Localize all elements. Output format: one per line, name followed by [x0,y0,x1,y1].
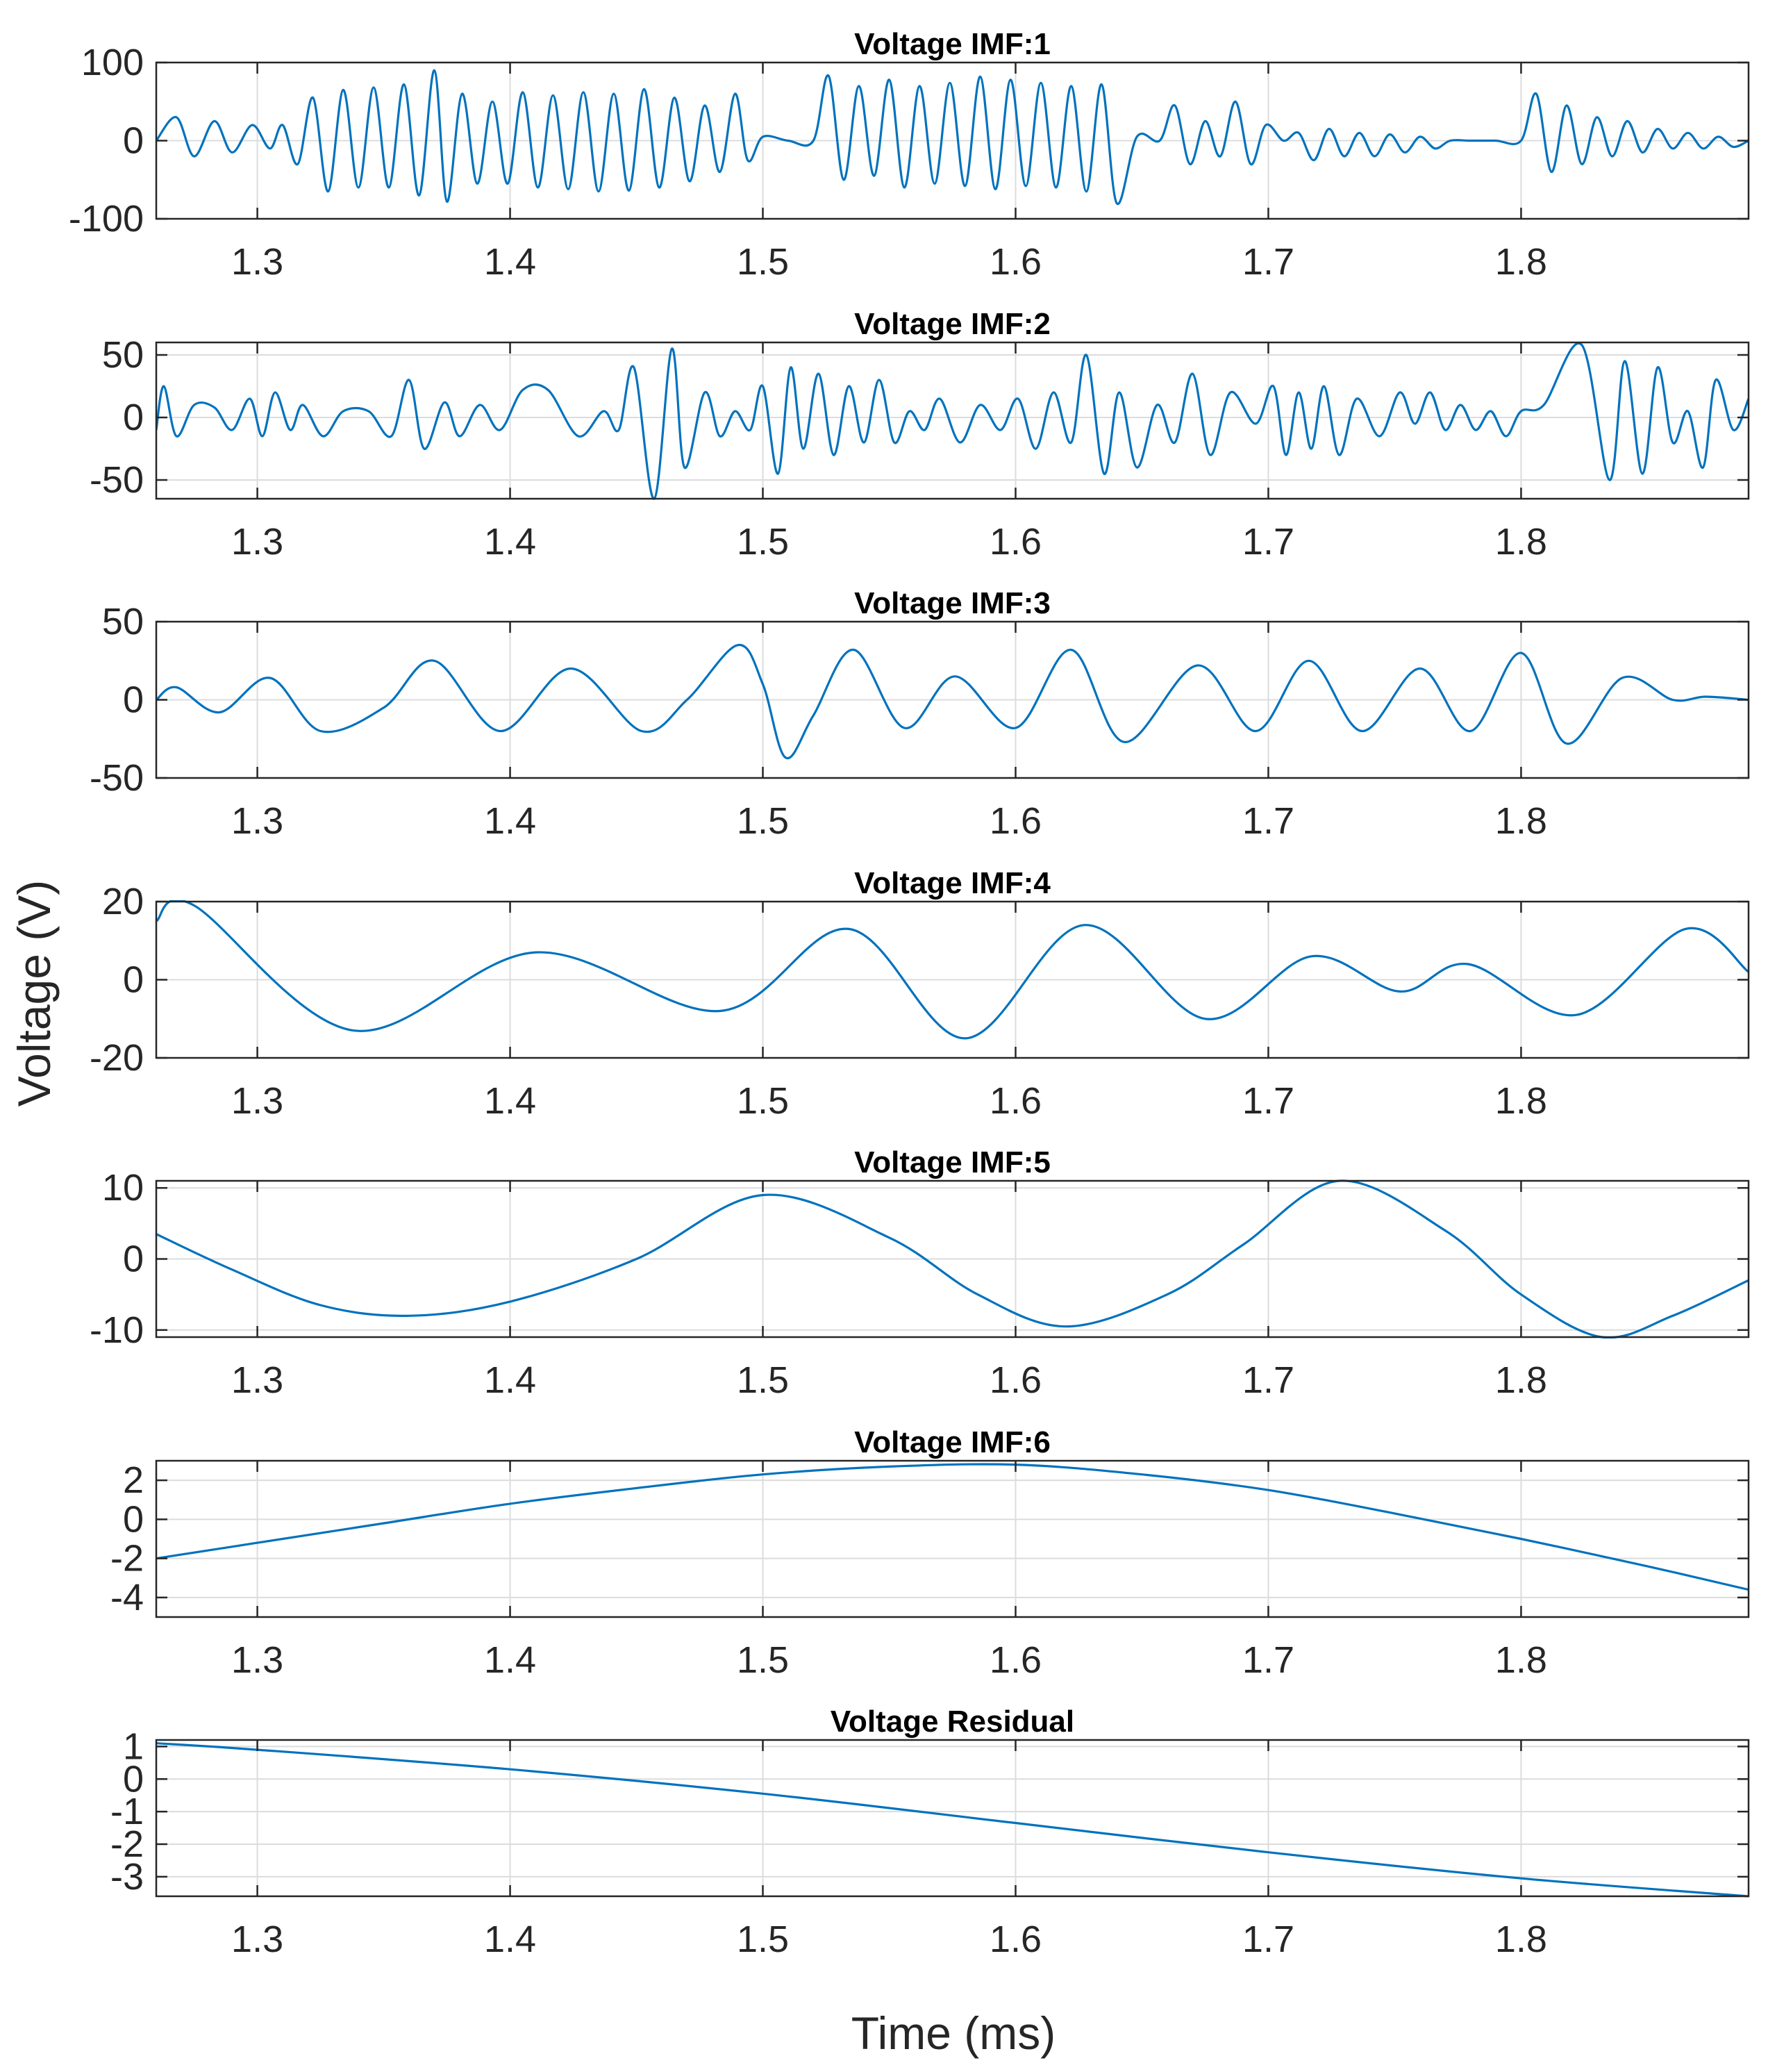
x-tick-label: 1.6 [990,1918,1042,1960]
panel-title: Voltage IMF:3 [854,586,1051,620]
y-tick-label: 0 [123,1498,144,1540]
x-tick-label: 1.3 [231,241,283,283]
series-line [156,342,1749,500]
y-tick-label: 10 [102,1167,144,1209]
y-tick-label: 0 [123,1758,144,1800]
x-tick-label: 1.7 [1242,1080,1294,1122]
x-tick-label: 1.8 [1495,521,1547,563]
x-tick-label: 1.8 [1495,1918,1547,1960]
x-tick-label: 1.5 [737,1080,789,1122]
plot-area [156,342,1749,499]
y-tick-label: 0 [123,120,144,162]
x-tick-label: 1.8 [1495,800,1547,842]
series-line [156,644,1749,760]
panel-title: Voltage IMF:5 [854,1145,1051,1179]
series-line [156,900,1749,1040]
x-tick-label: 1.5 [737,521,789,563]
x-tick-label: 1.6 [990,241,1042,283]
x-tick-label: 1.6 [990,1639,1042,1681]
panel-7: 1.3 1.4 1.5 1.6 1.7 1.8 -3-2-101 Voltage Residu… [110,1705,1750,1960]
y-tick-label: -2 [110,1538,144,1580]
x-tick-label: 1.3 [231,1080,283,1122]
figure-y-axis-label: Voltage (V) [8,880,60,1107]
y-tick-label: 2 [123,1459,144,1501]
x-tick-label: 1.3 [231,521,283,563]
plot-area [156,1740,1749,1896]
x-tick-label: 1.4 [484,800,536,842]
x-tick-label: 1.4 [484,241,536,283]
x-tick-label: 1.4 [484,1639,536,1681]
x-tick-label: 1.7 [1242,1359,1294,1401]
y-tick-label: -20 [90,1037,144,1079]
y-tick-label: -4 [110,1577,144,1618]
panel-5: 1.3 1.4 1.5 1.6 1.7 1.8 -10 0 10 Voltage IMF:5 [90,1145,1750,1401]
x-tick-label: 1.4 [484,1080,536,1122]
y-tick-label: 50 [102,334,144,376]
x-tick-label: 1.3 [231,1359,283,1401]
y-tick-label: -10 [90,1309,144,1351]
y-tick-label: -3 [110,1856,144,1898]
x-tick-label: 1.5 [737,241,789,283]
x-tick-label: 1.3 [231,800,283,842]
x-tick-label: 1.7 [1242,521,1294,563]
panel-6: 1.3 1.4 1.5 1.6 1.7 1.8 -4-202 Voltage IMF:6 [110,1425,1750,1681]
y-tick-label: 0 [123,1238,144,1280]
x-tick-label: 1.7 [1242,1918,1294,1960]
y-tick-label: 0 [123,397,144,438]
y-tick-label: 0 [123,959,144,1001]
y-tick-label: 20 [102,881,144,922]
x-tick-label: 1.5 [737,1639,789,1681]
panel-title: Voltage IMF:6 [854,1425,1051,1459]
x-tick-label: 1.8 [1495,1639,1547,1681]
x-tick-label: 1.4 [484,1359,536,1401]
x-tick-label: 1.7 [1242,800,1294,842]
series-line [156,1179,1749,1338]
y-tick-label: -2 [110,1823,144,1865]
x-tick-label: 1.8 [1495,241,1547,283]
series-line [156,69,1749,206]
x-tick-label: 1.6 [990,1080,1042,1122]
y-tick-label: -1 [110,1791,144,1832]
series-line [156,1742,1749,1898]
x-tick-label: 1.5 [737,1918,789,1960]
panel-3: 1.3 1.4 1.5 1.6 1.7 1.8 -50 0 50 Voltage IMF:3 [90,586,1750,842]
x-tick-label: 1.6 [990,521,1042,563]
y-tick-label: -50 [90,757,144,799]
panel-2: 1.3 1.4 1.5 1.6 1.7 1.8 -50 0 50 Voltage IMF:2 [90,307,1750,563]
x-tick-label: 1.8 [1495,1080,1547,1122]
series-line [156,1463,1749,1591]
panel-title: Voltage IMF:4 [854,866,1051,900]
axes-box [155,1739,1750,1898]
x-tick-label: 1.5 [737,1359,789,1401]
axes-box [155,1459,1750,1618]
x-tick-label: 1.3 [231,1918,283,1960]
y-tick-label: 100 [81,42,144,83]
y-tick-label: 0 [123,679,144,721]
figure-x-axis-label: Time (ms) [851,2007,1056,2059]
x-tick-label: 1.6 [990,800,1042,842]
panel-title: Voltage IMF:1 [854,27,1051,61]
y-tick-label: 1 [123,1725,144,1767]
x-tick-label: 1.3 [231,1639,283,1681]
x-tick-label: 1.5 [737,800,789,842]
x-tick-label: 1.4 [484,521,536,563]
panel-title: Voltage IMF:2 [854,307,1051,341]
panel-title: Voltage Residual [831,1705,1074,1739]
x-tick-label: 1.6 [990,1359,1042,1401]
plot-area [156,1461,1749,1617]
x-tick-label: 1.4 [484,1918,536,1960]
y-tick-label: -100 [69,198,144,240]
panel-1: 1.3 1.4 1.5 1.6 1.7 1.8 -100 0 100 Voltage IMF:1 [69,27,1750,283]
panel-4: 1.3 1.4 1.5 1.6 1.7 1.8 -20 0 20 Voltage IMF:4 [90,866,1750,1122]
x-tick-label: 1.8 [1495,1359,1547,1401]
x-tick-label: 1.7 [1242,241,1294,283]
y-tick-label: -50 [90,459,144,501]
y-tick-label: 50 [102,601,144,643]
axes-box [155,341,1750,500]
x-tick-label: 1.7 [1242,1639,1294,1681]
